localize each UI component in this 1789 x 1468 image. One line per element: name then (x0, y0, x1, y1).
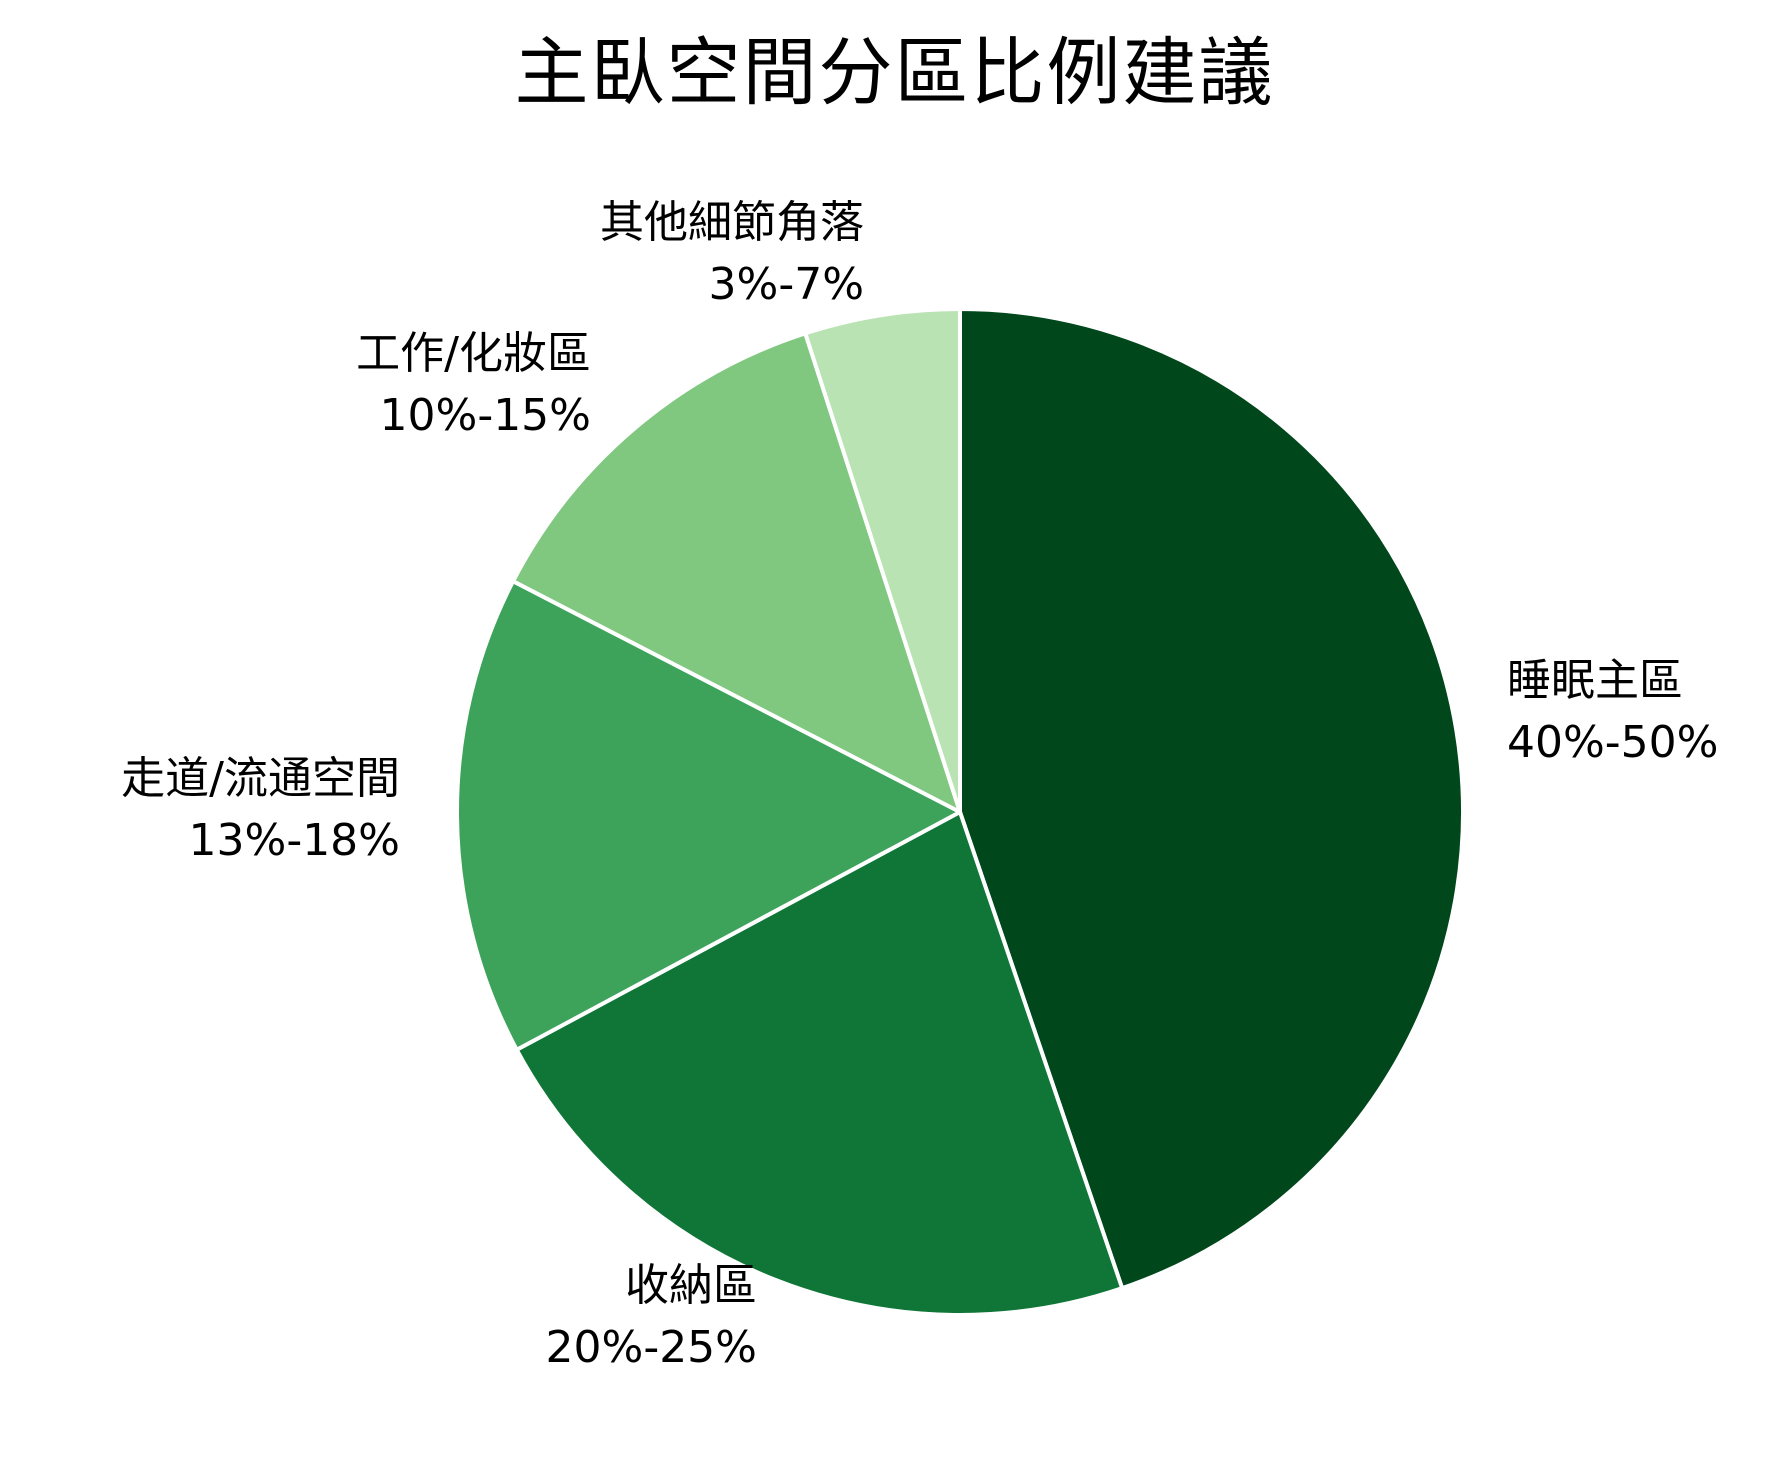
label-corridor-name: 走道/流通空間 (121, 753, 400, 804)
label-other-range: 3%-7% (708, 259, 864, 310)
pie-slices (455, 307, 1465, 1317)
chart-title: 主臥空間分區比例建議 (514, 30, 1275, 116)
label-work-range: 10%-15% (379, 390, 591, 441)
label-sleep-name: 睡眠主區 (1507, 655, 1683, 706)
label-work: 工作/化妝區 10%-15% (356, 323, 591, 447)
label-storage: 收納區 20%-25% (546, 1255, 757, 1379)
label-corridor: 走道/流通空間 13%-18% (121, 748, 400, 872)
label-other-name: 其他細節角落 (600, 197, 864, 248)
label-work-name: 工作/化妝區 (356, 328, 591, 379)
label-sleep: 睡眠主區 40%-50% (1507, 650, 1718, 774)
label-storage-range: 20%-25% (545, 1322, 757, 1373)
pie-slice (511, 331, 962, 814)
pie-slice (455, 579, 962, 1052)
pie-slice (803, 307, 962, 814)
label-other: 其他細節角落 3%-7% (600, 192, 864, 316)
label-sleep-range: 40%-50% (1507, 717, 1719, 768)
pie-slice (958, 307, 1465, 1291)
label-corridor-range: 13%-18% (188, 815, 400, 866)
pie-slice (514, 810, 1125, 1317)
label-storage-name: 收納區 (625, 1260, 757, 1311)
